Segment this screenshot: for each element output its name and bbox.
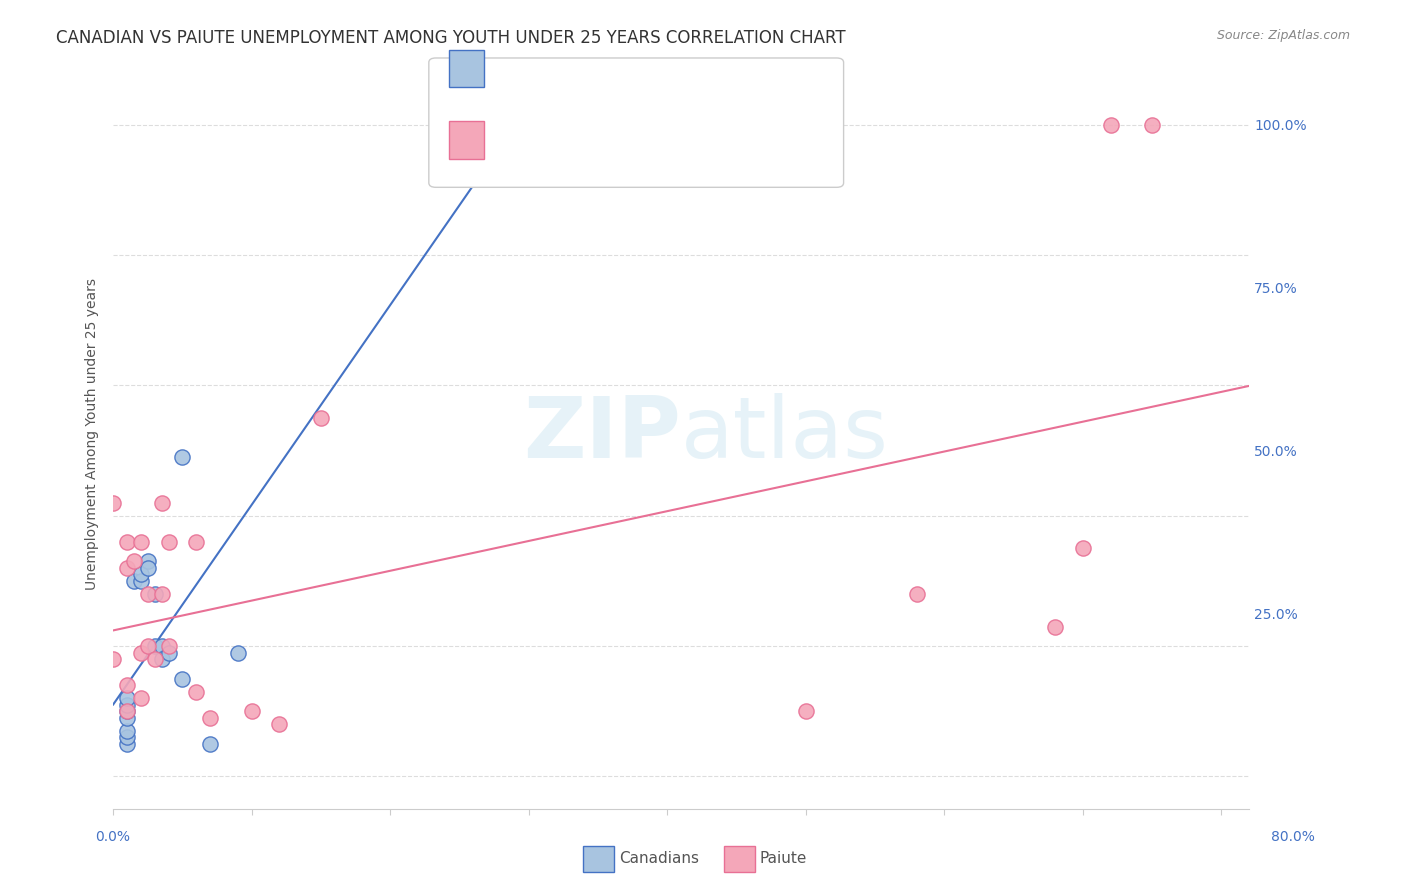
Point — [269, 717, 291, 731]
Point — [172, 450, 194, 464]
Point — [150, 496, 173, 510]
Point — [115, 691, 138, 706]
Text: 0.0%: 0.0% — [96, 830, 131, 844]
Point — [198, 737, 221, 751]
Point — [477, 104, 499, 119]
Text: CANADIAN VS PAIUTE UNEMPLOYMENT AMONG YOUTH UNDER 25 YEARS CORRELATION CHART: CANADIAN VS PAIUTE UNEMPLOYMENT AMONG YO… — [56, 29, 846, 47]
Point — [905, 587, 928, 601]
Point — [115, 561, 138, 575]
Point — [115, 737, 138, 751]
Point — [143, 587, 166, 601]
Point — [794, 704, 817, 718]
Text: Canadians: Canadians — [619, 852, 699, 866]
Point — [115, 704, 138, 718]
Point — [309, 411, 332, 425]
Point — [136, 554, 159, 568]
Point — [129, 574, 152, 588]
Point — [129, 691, 152, 706]
Text: N =: N = — [609, 69, 645, 87]
Text: 29: 29 — [654, 140, 678, 158]
Text: atlas: atlas — [681, 392, 889, 475]
Point — [129, 646, 152, 660]
Point — [226, 646, 249, 660]
Point — [1099, 118, 1122, 132]
Point — [143, 652, 166, 666]
Point — [1071, 541, 1094, 556]
Y-axis label: Unemployment Among Youth under 25 years: Unemployment Among Youth under 25 years — [86, 278, 100, 591]
Point — [240, 704, 263, 718]
Point — [1140, 118, 1163, 132]
Text: 0.533: 0.533 — [538, 140, 591, 158]
Text: Paiute: Paiute — [759, 852, 807, 866]
Point — [157, 639, 180, 653]
Point — [115, 678, 138, 692]
Point — [129, 567, 152, 582]
Point — [150, 587, 173, 601]
Point — [186, 534, 208, 549]
Point — [136, 561, 159, 575]
Point — [136, 587, 159, 601]
Point — [150, 652, 173, 666]
Point — [115, 731, 138, 745]
Text: R =: R = — [494, 140, 530, 158]
Point — [129, 534, 152, 549]
Point — [115, 534, 138, 549]
Point — [103, 652, 125, 666]
Text: 22: 22 — [654, 69, 678, 87]
Point — [115, 698, 138, 712]
Point — [122, 554, 145, 568]
Point — [115, 711, 138, 725]
Point — [103, 496, 125, 510]
Point — [143, 639, 166, 653]
Point — [136, 639, 159, 653]
Text: N =: N = — [609, 140, 645, 158]
Text: Source: ZipAtlas.com: Source: ZipAtlas.com — [1216, 29, 1350, 43]
Point — [122, 574, 145, 588]
Point — [157, 646, 180, 660]
Point — [172, 672, 194, 686]
Text: 0.813: 0.813 — [538, 69, 591, 87]
Point — [157, 534, 180, 549]
Point — [150, 639, 173, 653]
Point — [115, 704, 138, 718]
Point — [198, 711, 221, 725]
Text: 80.0%: 80.0% — [1271, 830, 1315, 844]
Text: R =: R = — [494, 69, 530, 87]
Text: ZIP: ZIP — [523, 392, 681, 475]
Point — [186, 684, 208, 698]
Point — [1045, 619, 1067, 633]
Point — [115, 723, 138, 738]
